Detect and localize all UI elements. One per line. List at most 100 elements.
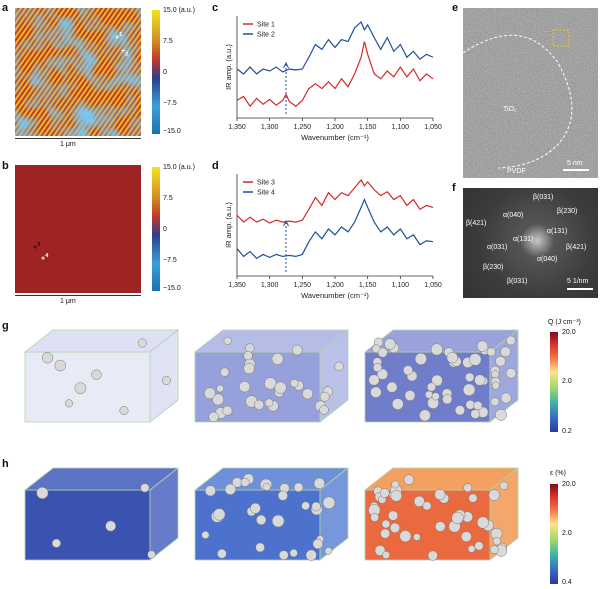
nanoparticle-sphere — [290, 378, 299, 388]
panel-label-f: f — [452, 182, 456, 194]
marker-2: +2 — [121, 48, 129, 58]
legend-label: Site 4 — [257, 190, 275, 197]
nanoparticle-sphere — [255, 542, 265, 553]
nanoparticle-sphere — [404, 390, 416, 401]
legend-label: Site 2 — [257, 32, 275, 39]
nanoparticle-sphere — [250, 502, 261, 514]
series-line-site-1 — [236, 41, 434, 108]
panel-label-e: e — [452, 2, 459, 14]
arrow-head — [283, 219, 289, 227]
scalebar-b-label: 1 μm — [60, 298, 76, 305]
nanoparticle-sphere — [305, 549, 317, 561]
nanoparticle-sphere — [386, 381, 398, 393]
x-axis-label: Wavenumber (cm⁻¹) — [301, 291, 369, 300]
nanoparticle-sphere — [262, 482, 271, 491]
nanoparticle-sphere — [278, 550, 289, 560]
nanoparticle-sphere — [413, 533, 421, 541]
x-axis-label: Wavenumber (cm⁻¹) — [301, 133, 369, 142]
box-front — [24, 489, 151, 561]
nanoparticle-sphere — [391, 480, 400, 489]
nanoparticle-sphere — [413, 495, 425, 507]
colorbar-b-tick: 0 — [163, 226, 167, 233]
nanoparticle-sphere — [454, 405, 465, 416]
nanoparticle-sphere — [495, 355, 506, 367]
colorbar-a-tick: 7.5 — [163, 38, 173, 45]
nanoparticle-sphere — [446, 351, 458, 364]
nanoparticle-sphere — [451, 511, 464, 525]
nanoparticle-sphere — [137, 338, 147, 348]
nanoparticle-sphere — [217, 548, 227, 559]
nanoparticle-sphere — [240, 477, 250, 487]
nanoparticle-sphere — [491, 381, 500, 390]
arrow-head — [283, 61, 289, 69]
series-line-site-2 — [236, 20, 434, 75]
fft-label: α(131) — [513, 236, 534, 243]
scalebar-b — [15, 295, 141, 296]
afm-ir-map-b: +3 +4 — [15, 165, 141, 293]
fft-pattern: β(031) β(230) β(421) α(040) α(131) α(031… — [463, 188, 598, 298]
colorbar-b-tick: 15.0 (a.u.) — [163, 164, 195, 171]
nanoparticle-sphere — [468, 353, 482, 366]
nanoparticle-sphere — [495, 408, 507, 421]
nanoparticle-sphere — [470, 409, 481, 419]
colorbar-h-tick: 0.4 — [562, 579, 572, 586]
nanoparticle-sphere — [492, 537, 501, 546]
nanoparticle-sphere — [488, 489, 500, 501]
nanoparticle-sphere — [119, 406, 129, 416]
fft-label: α(131) — [547, 228, 568, 235]
nanoparticle-sphere — [489, 545, 499, 554]
nanoparticle-sphere — [324, 547, 333, 555]
nanoparticle-sphere — [390, 489, 403, 502]
nanoparticle-sphere — [319, 391, 330, 402]
y-axis-label: IR amp. (a.u.) — [224, 44, 233, 90]
scalebar-a-label: 1 μm — [60, 141, 76, 148]
nanoparticle-sphere — [222, 405, 233, 416]
nanoparticle-sphere — [220, 367, 230, 377]
x-tick-label: 1,350 — [228, 282, 246, 289]
fft-label: α(031) — [487, 244, 508, 251]
colorbar-a — [152, 10, 160, 134]
colorbar-g-tick: 20.0 — [562, 329, 576, 336]
nanoparticle-sphere — [424, 390, 433, 399]
nanoparticle-sphere — [499, 481, 509, 491]
scalebar-f-label: 5 1/nm — [567, 278, 589, 285]
fft-label: β(230) — [557, 208, 578, 215]
nanoparticle-sphere — [238, 381, 251, 393]
x-tick-label: 1,300 — [261, 124, 279, 131]
nanoparticle-sphere — [277, 490, 288, 501]
fft-label: β(421) — [566, 244, 587, 251]
nanoparticle-sphere — [254, 399, 265, 410]
nanoparticle-sphere — [301, 501, 310, 511]
fft-label: β(230) — [483, 264, 504, 271]
nanoparticle-sphere — [431, 392, 440, 401]
colorbar-h-tick: 2.0 — [562, 530, 572, 537]
colorbar-b-tick: 7.5 — [163, 195, 173, 202]
nanoparticle-sphere — [204, 485, 216, 497]
nanoparticle-sphere — [74, 382, 87, 395]
nanoparticle-sphere — [293, 482, 304, 493]
hrtem-image: TiO₂ PVDF 5 nm — [462, 8, 598, 178]
colorbar-g-tick: 0.2 — [562, 428, 572, 435]
nanoparticle-sphere — [223, 336, 232, 345]
colorbar-g-title: Q (J cm⁻³) — [548, 319, 581, 326]
panel-label-d: d — [212, 160, 219, 172]
series-line-site-4 — [236, 198, 434, 260]
nanoparticle-sphere — [377, 347, 388, 358]
nanoparticle-sphere — [64, 399, 74, 408]
colorbar-a-tick: 0 — [163, 69, 167, 76]
nanoparticle-sphere — [463, 483, 473, 493]
box-side — [149, 467, 179, 561]
nanoparticle-sphere — [313, 477, 325, 490]
nanoparticle-sphere — [426, 382, 436, 392]
x-tick-label: 1,150 — [359, 124, 377, 131]
x-tick-label: 1,200 — [326, 124, 344, 131]
nanoparticle-sphere — [474, 374, 486, 386]
scalebar-f — [567, 288, 593, 290]
ir-spectra-chart-d: 1,350 1,300 1,250 1,200 1,150 1,100 1,050 Waven… — [224, 174, 442, 300]
marker-1: +1 — [115, 32, 123, 42]
nanoparticle-sphere — [264, 398, 274, 408]
nanoparticle-sphere — [370, 513, 379, 522]
panel-label-c: c — [212, 2, 219, 14]
nanoparticle-sphere — [311, 501, 321, 512]
pvdf-label: PVDF — [507, 168, 526, 175]
